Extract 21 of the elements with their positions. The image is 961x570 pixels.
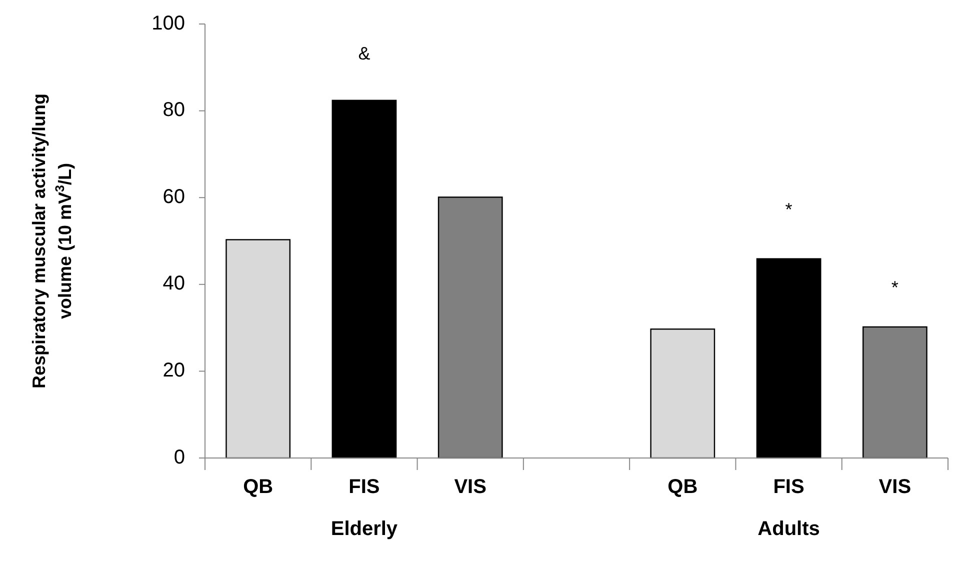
- annotation: *: [891, 277, 898, 298]
- bar: [756, 258, 822, 459]
- x-tick-label: VIS: [454, 476, 486, 498]
- text: Adults: [758, 518, 820, 540]
- bar: [332, 100, 397, 459]
- x-tick-label: VIS: [878, 476, 912, 498]
- y-tick-label: 40: [162, 272, 185, 295]
- bar: [650, 328, 716, 459]
- text: Elderly: [330, 518, 398, 540]
- y-tick-label: 0: [174, 446, 185, 468]
- x-tick-label: FIS: [773, 476, 804, 498]
- annotation: &: [358, 43, 370, 64]
- x-tick-label: QB: [243, 476, 274, 498]
- x-tick-label: FIS: [348, 476, 380, 498]
- y-tick-label: 100: [152, 12, 185, 34]
- y-tick-label: 60: [162, 186, 185, 208]
- bar: [226, 239, 291, 459]
- y-tick-label: 80: [162, 99, 185, 122]
- y-tick-label: 20: [162, 359, 185, 382]
- x-tick-label: QB: [668, 476, 698, 498]
- annotation: *: [785, 199, 792, 220]
